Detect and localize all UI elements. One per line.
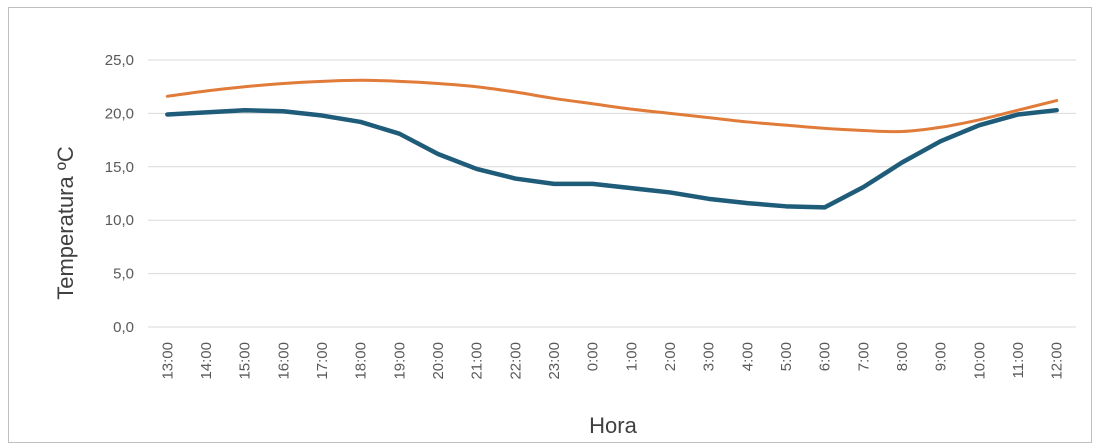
x-tick-label: 1:00	[623, 342, 640, 371]
x-tick-label: 2:00	[662, 342, 679, 371]
chart-frame	[8, 7, 1092, 443]
x-tick-label: 8:00	[894, 342, 911, 371]
x-tick-labels: 13:00 14:00 15:00 16:00 17:00 18:00 19:00 20:00…	[159, 342, 1065, 380]
x-tick-label: 4:00	[739, 342, 756, 371]
x-tick-label: 22:00	[507, 342, 524, 380]
x-tick-label: 3:00	[701, 342, 718, 371]
x-tick-label: 23:00	[546, 342, 563, 380]
x-tick-label: 19:00	[391, 342, 408, 380]
x-tick-label: 21:00	[469, 342, 486, 380]
x-tick-label: 13:00	[159, 342, 176, 380]
series-lines	[165, 78, 1059, 210]
x-axis-title: Hora	[589, 413, 637, 438]
gridlines	[148, 59, 1076, 328]
x-tick-label: 5:00	[778, 342, 795, 371]
y-tick-label: 10,0	[105, 212, 134, 229]
x-tick-label: 17:00	[314, 342, 331, 380]
x-tick-label: 0:00	[585, 342, 602, 371]
x-tick-label: 7:00	[855, 342, 872, 371]
y-tick-label: 5,0	[113, 266, 134, 283]
y-tick-label: 20,0	[105, 105, 134, 122]
y-tick-label: 0,0	[113, 319, 134, 336]
x-tick-label: 12:00	[1049, 342, 1066, 380]
series-line-2	[165, 107, 1059, 210]
x-tick-label: 16:00	[275, 342, 292, 380]
x-tick-label: 11:00	[1010, 342, 1027, 378]
series-line-1	[165, 78, 1059, 134]
x-tick-label: 6:00	[817, 342, 834, 371]
x-tick-label: 20:00	[430, 342, 447, 380]
x-tick-label: 18:00	[353, 342, 370, 380]
x-tick-label: 9:00	[933, 342, 950, 371]
y-axis-title: Temperatura ºC	[53, 146, 78, 300]
x-tick-label: 15:00	[237, 342, 254, 380]
x-tick-label: 14:00	[198, 342, 215, 380]
y-tick-label: 25,0	[105, 52, 134, 69]
y-tick-labels: 0,0 5,0 10,0 15,0 20,0 25,0	[105, 52, 134, 336]
x-tick-label: 10:00	[971, 342, 988, 380]
y-tick-label: 15,0	[105, 159, 134, 176]
